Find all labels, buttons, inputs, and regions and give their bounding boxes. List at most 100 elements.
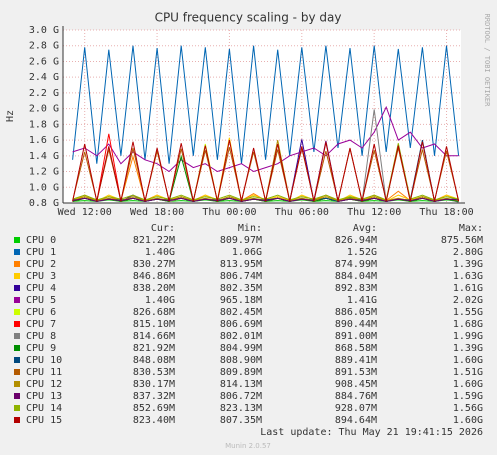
series-line [72, 140, 460, 202]
grid: 0.8 G 1.0 G 1.2 G 1.4 G 1.6 G 1.8 G 2.0 G 2.2 G… [29, 25, 474, 218]
legend-stat: 1.60G [453, 379, 483, 390]
legend-stat: 1.61G [453, 283, 483, 294]
legend-swatch [14, 345, 20, 351]
legend-stat: 1.39G [453, 343, 483, 354]
legend-header: Avg: [353, 223, 377, 234]
legend-swatch [14, 261, 20, 267]
legend-stat: 830.17M [133, 379, 175, 390]
legend-stat: 830.53M [133, 367, 175, 378]
series-line [72, 105, 459, 173]
legend-stat: 886.05M [335, 307, 377, 318]
footer: Last update: Thu May 21 19:41:15 2026 [260, 427, 483, 438]
legend-swatch [14, 309, 20, 315]
legend-stat: 884.04M [335, 271, 377, 282]
legend-label: CPU 13 [26, 391, 62, 402]
legend-stat: 837.32M [133, 391, 175, 402]
legend-stat: 1.55G [453, 307, 483, 318]
legend-stat: 826.94M [335, 235, 377, 246]
side-label: RRDTOOL / TOBI OETIKER [483, 14, 491, 108]
legend-stat: 1.56G [453, 403, 483, 414]
legend-stat: 965.18M [220, 295, 262, 306]
legend-swatch [14, 405, 20, 411]
legend-label: CPU 15 [26, 415, 62, 426]
legend-stat: 821.22M [133, 235, 175, 246]
legend-stat: 809.89M [220, 367, 262, 378]
legend-stat: 1.68G [453, 319, 483, 330]
legend-stat: 894.64M [335, 415, 377, 426]
legend-swatch [14, 381, 20, 387]
legend-stat: 809.97M [220, 235, 262, 246]
legend-stat: 892.83M [335, 283, 377, 294]
series-line [72, 45, 460, 164]
legend-stat: 802.45M [220, 307, 262, 318]
legend-stat: 1.60G [453, 415, 483, 426]
legend-stat: 1.59G [453, 391, 483, 402]
legend-label: CPU 5 [26, 295, 56, 306]
legend-stat: 2.02G [453, 295, 483, 306]
y-tick-label: 1.2 G [29, 167, 59, 178]
legend-stat: 804.99M [220, 343, 262, 354]
legend-swatch [14, 369, 20, 375]
y-tick-label: 2.2 G [29, 88, 59, 99]
legend-swatch [14, 285, 20, 291]
legend-stat: 848.08M [133, 355, 175, 366]
legend-stat: 814.66M [133, 331, 175, 342]
legend-header: Min: [238, 223, 262, 234]
chart-title: CPU frequency scaling - by day [155, 11, 342, 25]
legend-stat: 813.95M [220, 259, 262, 270]
legend-stat: 808.90M [220, 355, 262, 366]
legend-stat: 1.99G [453, 331, 483, 342]
legend-stat: 802.01M [220, 331, 262, 342]
legend-label: CPU 0 [26, 235, 56, 246]
legend-label: CPU 7 [26, 319, 56, 330]
legend-label: CPU 11 [26, 367, 62, 378]
legend-stat: 891.00M [335, 331, 377, 342]
legend-stat: 1.40G [145, 247, 175, 258]
legend-label: CPU 1 [26, 247, 56, 258]
legend-stat: 826.68M [133, 307, 175, 318]
legend-swatch [14, 297, 20, 303]
legend-label: CPU 9 [26, 343, 56, 354]
legend-label: CPU 6 [26, 307, 56, 318]
legend-stat: 821.92M [133, 343, 175, 354]
legend-stat: 852.69M [133, 403, 175, 414]
version: Munin 2.0.57 [225, 442, 271, 450]
legend-stat: 823.40M [133, 415, 175, 426]
legend-swatch [14, 249, 20, 255]
legend-stat: 889.41M [335, 355, 377, 366]
legend-stat: 1.39G [453, 259, 483, 270]
legend-label: CPU 3 [26, 271, 56, 282]
legend-stat: 1.63G [453, 271, 483, 282]
legend-stat: 1.60G [453, 355, 483, 366]
legend-stat: 1.52G [347, 247, 377, 258]
legend-label: CPU 4 [26, 283, 56, 294]
legend-stat: 868.58M [335, 343, 377, 354]
legend-label: CPU 12 [26, 379, 62, 390]
legend-stat: 823.13M [220, 403, 262, 414]
legend-stat: 890.44M [335, 319, 377, 330]
legend-swatch [14, 273, 20, 279]
legend-stat: 830.27M [133, 259, 175, 270]
x-tick-label: Wed 18:00 [130, 207, 184, 218]
legend-stat: 884.76M [335, 391, 377, 402]
y-tick-label: 1.8 G [29, 119, 59, 130]
legend-stat: 874.99M [335, 259, 377, 270]
x-tick-label: Thu 18:00 [419, 207, 473, 218]
legend-swatch [14, 237, 20, 243]
y-tick-label: 2.4 G [29, 72, 59, 83]
lines [72, 45, 460, 203]
legend-header: Max: [459, 223, 483, 234]
legend-stat: 814.13M [220, 379, 262, 390]
legend-stat: 806.69M [220, 319, 262, 330]
legend-stat: 908.45M [335, 379, 377, 390]
legend-stat: 2.80G [453, 247, 483, 258]
y-tick-label: 2.8 G [29, 41, 59, 52]
legend-swatch [14, 393, 20, 399]
legend-stat: 806.72M [220, 391, 262, 402]
legend-stat: 802.35M [220, 283, 262, 294]
y-tick-label: 1.6 G [29, 135, 59, 146]
legend-stat: 875.56M [441, 235, 483, 246]
legend-swatch [14, 357, 20, 363]
